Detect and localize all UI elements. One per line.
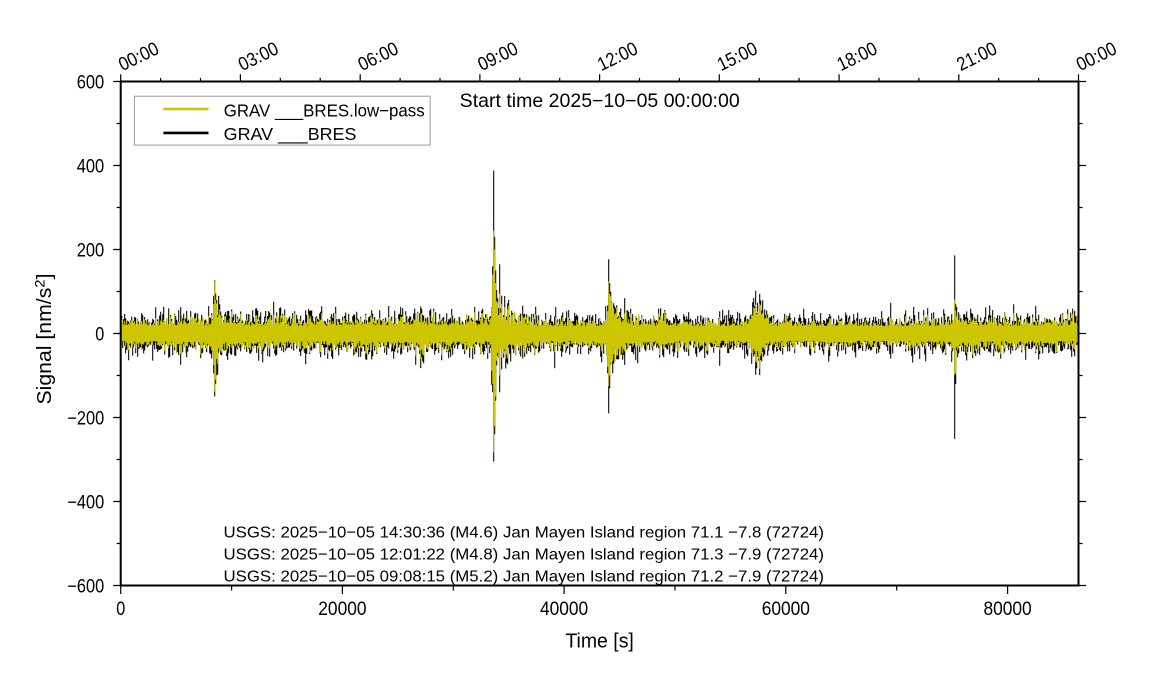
svg-text:USGS: 2025−10−05 14:30:36 (M4.: USGS: 2025−10−05 14:30:36 (M4.6) Jan May… xyxy=(224,524,825,541)
svg-text:USGS: 2025−10−05 09:08:15 (M5.: USGS: 2025−10−05 09:08:15 (M5.2) Jan May… xyxy=(224,569,825,586)
svg-text:200: 200 xyxy=(77,240,105,261)
svg-text:Start time 2025−10−05 00:00:00: Start time 2025−10−05 00:00:00 xyxy=(460,90,740,112)
svg-text:20000: 20000 xyxy=(318,599,366,620)
svg-text:0: 0 xyxy=(95,324,104,345)
svg-text:600: 600 xyxy=(77,72,105,93)
svg-text:400: 400 xyxy=(77,156,105,177)
svg-text:Time [s]: Time [s] xyxy=(565,631,634,653)
svg-text:40000: 40000 xyxy=(540,599,588,620)
svg-text:−600: −600 xyxy=(67,576,104,597)
svg-text:GRAV ___BRES: GRAV ___BRES xyxy=(224,124,357,145)
svg-text:−400: −400 xyxy=(67,492,104,513)
svg-text:0: 0 xyxy=(116,599,125,620)
svg-text:USGS: 2025−10−05 12:01:22 (M4.: USGS: 2025−10−05 12:01:22 (M4.8) Jan May… xyxy=(224,547,825,564)
svg-text:80000: 80000 xyxy=(984,599,1032,620)
svg-text:60000: 60000 xyxy=(762,599,810,620)
svg-text:Signal [nm/s2]: Signal [nm/s2] xyxy=(32,274,57,405)
svg-text:−200: −200 xyxy=(67,408,104,429)
svg-text:GRAV ___BRES.low−pass: GRAV ___BRES.low−pass xyxy=(224,100,425,121)
